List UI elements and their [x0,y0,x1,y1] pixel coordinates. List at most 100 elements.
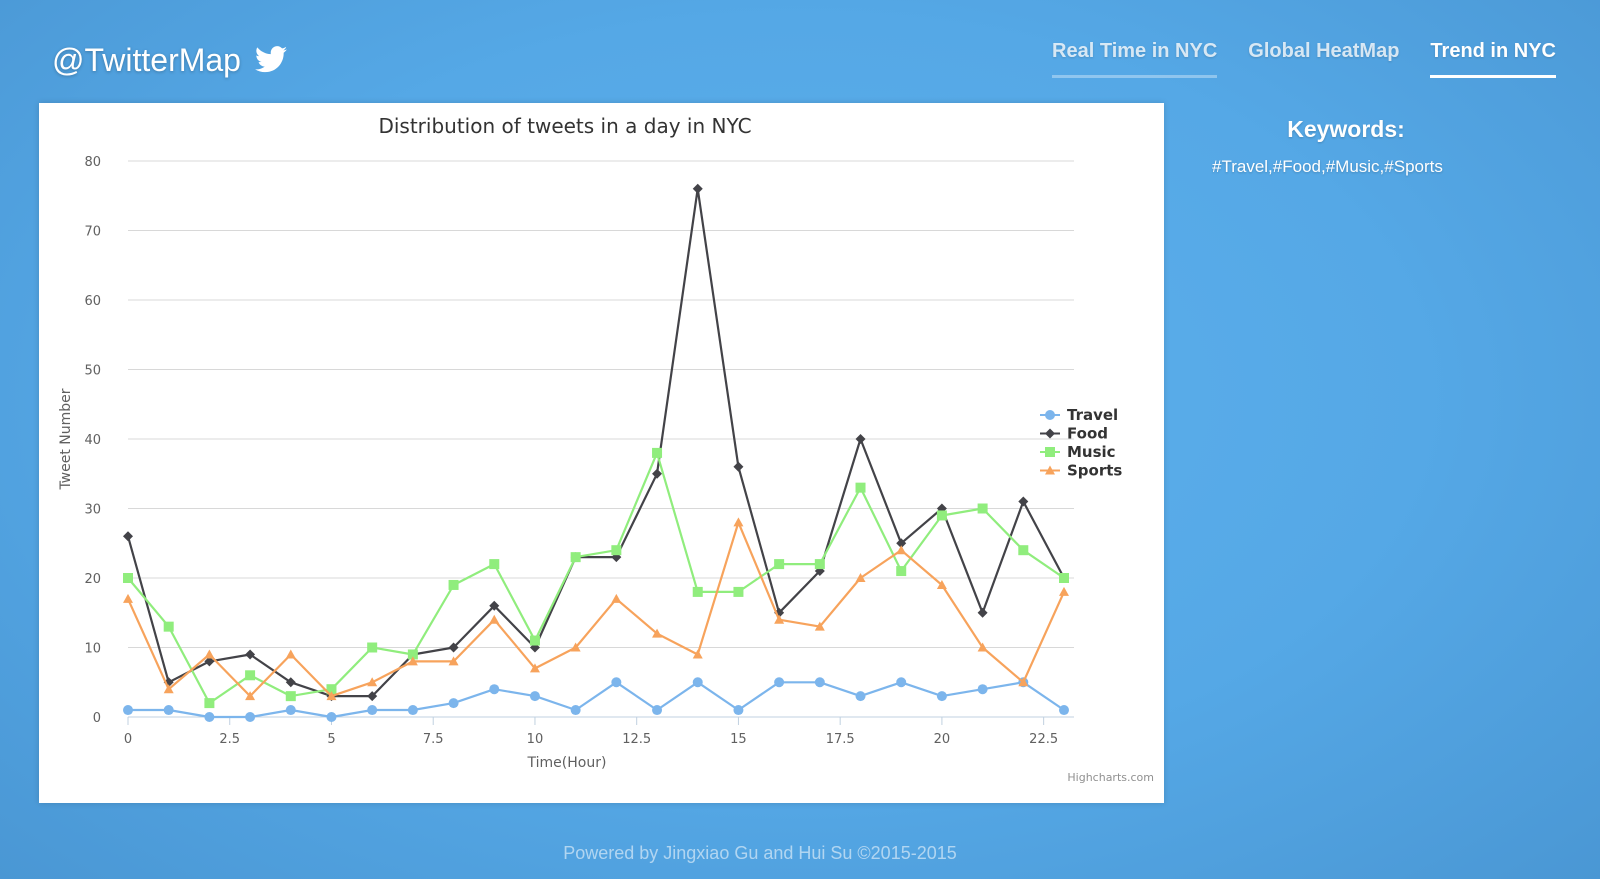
point-music [570,552,581,563]
point-sports [285,649,296,659]
chart-title: Distribution of tweets in a day in NYC [378,114,751,138]
brand[interactable]: @TwitterMap [52,40,287,81]
legend-label: Music [1067,443,1116,461]
point-music [855,482,866,493]
footer-credits: Powered by Jingxiao Gu and Hui Su ©2015-… [563,843,957,863]
point-travel [896,677,907,688]
keywords-title: Keywords: [1287,116,1405,142]
tab-real-time-nyc[interactable]: Real Time in NYC [1052,40,1218,78]
point-travel [774,677,785,688]
y-tick-label: 80 [84,155,101,170]
point-travel [407,705,418,716]
y-tick-label: 60 [84,294,101,309]
point-food [733,461,744,472]
point-travel [285,705,296,716]
point-travel [367,705,378,716]
legend-label: Sports [1067,462,1122,480]
legend-item-food[interactable]: Food [1040,425,1108,443]
point-sports [896,545,907,555]
point-sports [855,573,866,582]
point-food [977,607,988,618]
point-music [448,579,459,590]
tweet-distribution-chart: Distribution of tweets in a day in NYC 0 1… [58,114,1154,784]
point-food [489,600,500,611]
point-music [1059,573,1069,583]
point-travel [611,677,622,688]
point-sports [489,614,500,624]
tab-global-heatmap[interactable]: Global HeatMap [1248,40,1400,62]
x-tick-label: 0 [124,732,132,747]
point-sports [204,649,215,659]
series-line-travel [128,681,1065,719]
y-tick-label: 70 [84,225,101,240]
point-sports [611,593,622,603]
tab-trend-nyc[interactable]: Trend in NYC [1430,40,1556,78]
legend-item-sports[interactable]: Sports [1040,462,1122,480]
point-travel [814,677,825,688]
point-music [367,642,378,653]
point-music [692,586,703,597]
point-food [448,642,459,653]
point-music [814,559,825,570]
legend-item-travel[interactable]: Travel [1040,406,1118,424]
point-food [855,434,866,444]
point-music [489,559,500,570]
point-travel [489,684,500,695]
x-tick-label: 10 [527,732,544,747]
point-sports [245,691,256,701]
point-music [326,684,337,695]
brand-title: @TwitterMap [52,42,241,78]
chart-panel: Distribution of tweets in a day in NYC 0 1… [39,103,1164,803]
point-food [367,691,378,702]
point-sports [163,684,174,694]
point-sports [1059,586,1069,596]
point-sports [407,656,418,666]
point-music [123,573,133,583]
point-sports [814,621,825,631]
point-music [204,698,215,709]
series-line-music [127,451,1065,705]
point-travel [570,705,581,716]
point-travel [326,712,337,722]
point-sports [326,691,337,701]
point-music [611,545,622,556]
legend-item-music[interactable]: Music [1040,443,1116,461]
point-music [407,649,418,660]
point-food [123,531,133,542]
point-food [692,183,703,194]
series-line-food [126,187,1065,698]
x-tick-label: 5 [327,732,335,747]
point-music [774,559,785,570]
point-travel [977,684,988,695]
point-sports [774,614,785,624]
point-food [245,649,256,660]
legend-marker [1045,410,1055,420]
point-music [733,586,744,597]
y-tick-label: 50 [84,364,101,379]
point-food [163,677,174,688]
point-travel [448,698,459,709]
point-sports [448,656,459,666]
point-travel [245,712,256,722]
x-axis-label: Time(Hour) [527,755,607,771]
point-travel [652,705,663,716]
point-music [245,670,256,681]
point-sports [529,663,540,673]
x-tick-label: 7.5 [423,732,444,747]
point-music [936,510,947,521]
point-food [204,656,215,667]
chart-credits: Highcharts.com [1067,771,1154,784]
point-music [977,503,988,514]
point-travel [529,691,540,702]
point-sports [652,628,663,638]
keywords-panel: Keywords: #Travel,#Food,#Music,#Sports [1212,116,1512,177]
keywords-list: #Travel,#Food,#Music,#Sports [1212,157,1443,176]
point-food [652,468,663,479]
legend-label: Food [1067,425,1108,443]
point-sports [570,642,581,652]
y-tick-label: 40 [84,433,101,448]
legend-marker [1045,465,1055,475]
y-tick-label: 20 [84,572,101,587]
point-food [896,538,907,549]
y-tick-label: 30 [84,503,101,518]
